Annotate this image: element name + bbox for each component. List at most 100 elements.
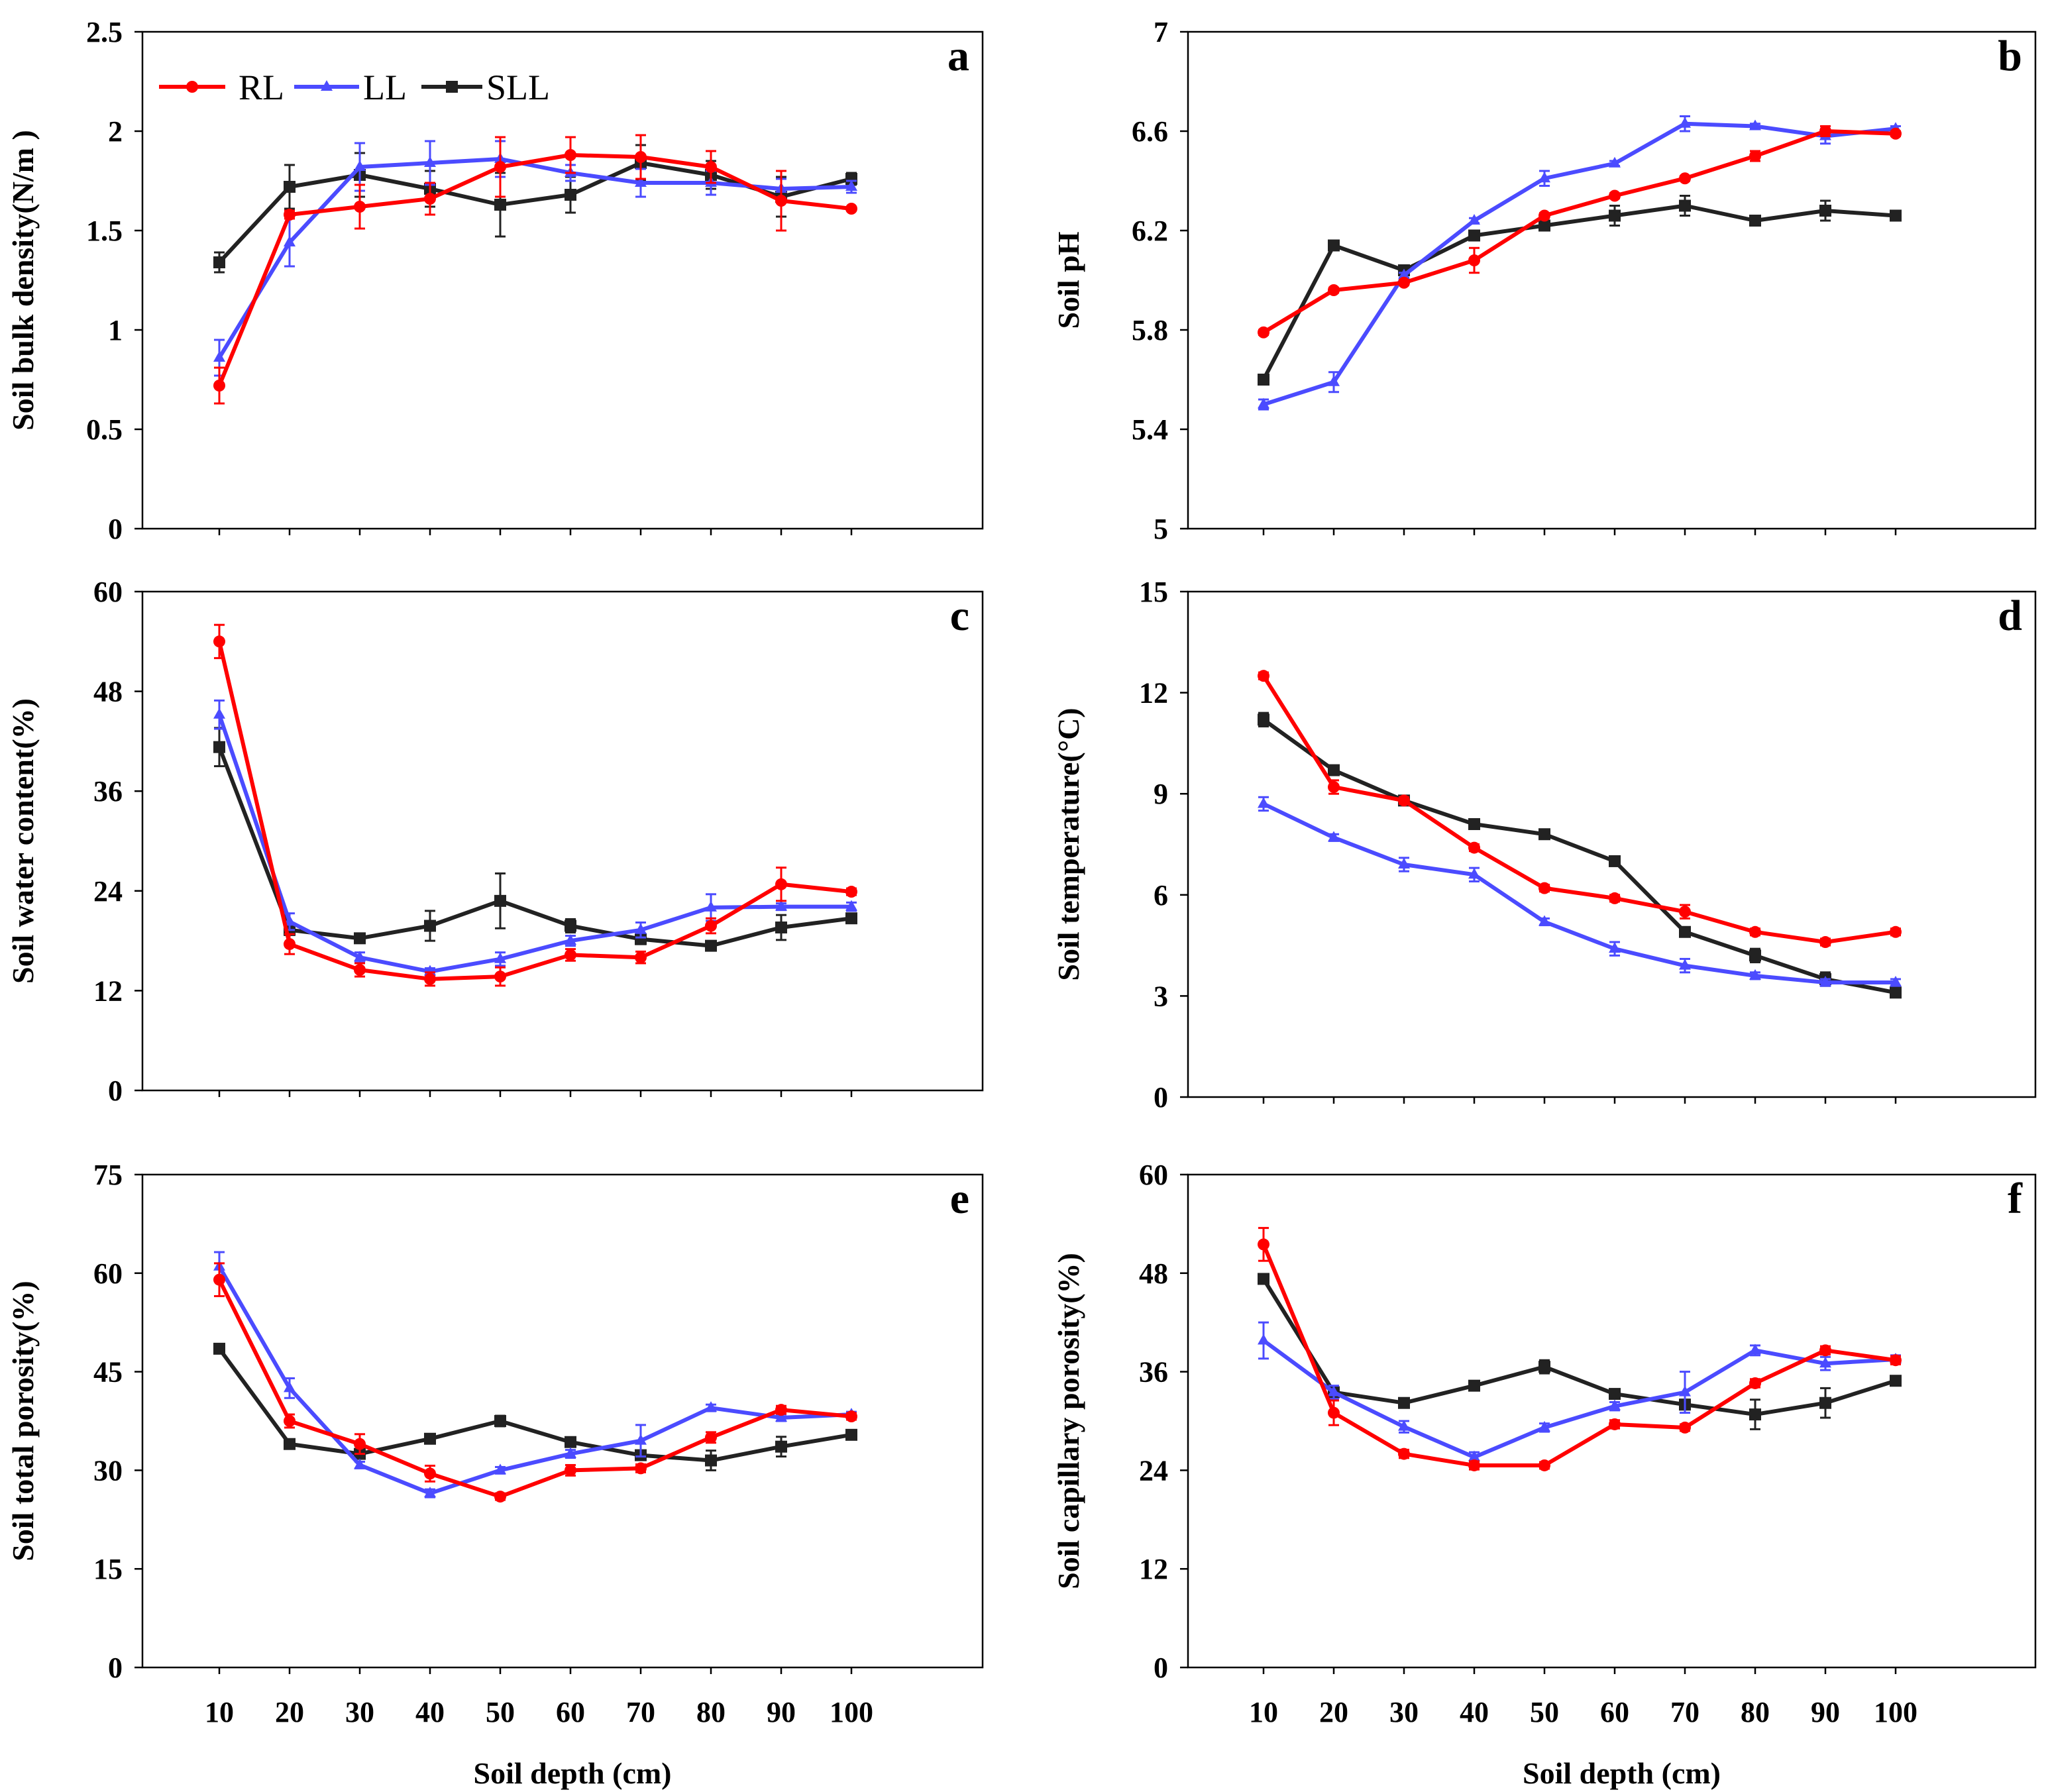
data-point <box>494 199 506 211</box>
data-point <box>1468 1450 1480 1461</box>
data-point <box>1609 209 1621 222</box>
data-point <box>1679 959 1691 970</box>
y-tick-label: 0 <box>1154 1652 1168 1684</box>
data-point <box>1679 199 1691 212</box>
x-tick-label: 20 <box>275 1696 304 1728</box>
series-line-rl <box>1262 674 1898 945</box>
data-point <box>494 1463 506 1475</box>
y-tick-label: 12 <box>1139 1553 1168 1585</box>
x-tick-label: 70 <box>1670 1696 1699 1728</box>
series-line-sll <box>217 745 853 948</box>
data-point <box>705 900 717 912</box>
series-rl <box>213 1262 857 1503</box>
y-tick-label: 0 <box>1154 1081 1168 1114</box>
data-point <box>1258 374 1269 386</box>
panel-letter: d <box>1998 592 2022 640</box>
y-tick-label: 60 <box>93 576 123 608</box>
data-point <box>775 1411 787 1422</box>
y-tick-label: 6 <box>1154 879 1168 912</box>
data-point <box>565 1464 576 1477</box>
data-point <box>1538 209 1550 222</box>
y-tick-label: 60 <box>93 1257 123 1290</box>
plot-frame <box>141 590 984 1092</box>
y-tick-label: 75 <box>93 1159 123 1191</box>
y-axis-title: Soil temperature(°C) <box>1052 708 1085 980</box>
x-tick-label: 60 <box>556 1696 585 1728</box>
data-point <box>845 1428 857 1441</box>
data-point <box>635 951 647 964</box>
panel-letter: e <box>950 1175 969 1223</box>
series-sll <box>1258 195 1902 386</box>
panel-letter: a <box>947 32 969 80</box>
series-line-ll <box>217 1264 853 1496</box>
x-tick-label: 80 <box>696 1696 726 1728</box>
y-tick-label: 2.5 <box>86 16 123 48</box>
legend: RL LL SLL <box>159 68 550 107</box>
data-point <box>354 951 366 962</box>
data-point <box>424 1432 436 1445</box>
data-point <box>1749 215 1761 227</box>
data-point <box>1258 670 1269 682</box>
data-point <box>1468 1459 1480 1471</box>
y-tick-label: 5.4 <box>1132 413 1168 446</box>
data-point <box>1538 1361 1550 1373</box>
data-point <box>1538 828 1550 841</box>
y-axis-title: Soil bulk density(N/m ) <box>6 130 40 431</box>
y-tick-label: 48 <box>93 676 123 708</box>
data-point <box>1609 1399 1621 1410</box>
data-point <box>424 193 436 205</box>
y-tick-label: 15 <box>1139 576 1168 608</box>
data-point <box>565 949 576 961</box>
x-axis-title: Soil depth (cm) <box>474 1756 672 1790</box>
series-line-sll <box>1262 1277 1898 1417</box>
data-point <box>1258 797 1269 808</box>
data-point <box>1609 1388 1621 1400</box>
data-point <box>565 934 576 945</box>
series-line-rl <box>217 153 853 388</box>
data-point <box>1468 841 1480 854</box>
data-point <box>775 900 787 911</box>
data-point <box>1609 156 1621 168</box>
y-tick-label: 7 <box>1154 16 1168 48</box>
x-tick-label: 40 <box>1460 1696 1489 1728</box>
data-point <box>1538 172 1550 183</box>
data-point <box>705 161 717 173</box>
data-point <box>1609 892 1621 904</box>
x-tick-label: 50 <box>486 1696 515 1728</box>
data-point <box>635 933 647 945</box>
data-point <box>775 878 787 890</box>
data-point <box>1468 817 1480 830</box>
data-point <box>1749 969 1761 980</box>
y-tick-label: 5 <box>1154 513 1168 545</box>
series-ll <box>1258 1321 1902 1463</box>
data-point <box>705 1454 717 1467</box>
data-point <box>1398 794 1410 807</box>
data-point <box>775 922 787 934</box>
data-point <box>775 1440 787 1453</box>
data-point <box>1398 1397 1410 1409</box>
y-tick-label: 24 <box>93 875 123 908</box>
data-point <box>1328 781 1340 794</box>
legend-marker-rl <box>186 81 198 93</box>
panel-f: 0 12 24 36 48 60 10 20 30 40 50 60 70 80 90 100 Soil cap… <box>1052 1159 2037 1790</box>
data-point <box>1819 1397 1831 1409</box>
data-point <box>1328 1385 1340 1397</box>
x-tick-label: 20 <box>1319 1696 1348 1728</box>
x-axis-title: Soil depth (cm) <box>1523 1756 1721 1790</box>
panel-b: 5 5.4 5.8 6.2 6.6 7 Soil pH b <box>1052 16 2037 545</box>
data-point <box>635 1434 647 1445</box>
y-tick-label: 0 <box>108 1652 123 1684</box>
data-point <box>845 912 857 925</box>
data-point <box>1890 1354 1902 1367</box>
panels: 0 0.5 1 1.5 2 2.5 Soil bulk density(N/m ) a 5 5.4… <box>6 16 2037 1790</box>
data-point <box>1819 936 1831 949</box>
x-tick-label: 100 <box>1874 1696 1917 1728</box>
data-point <box>1749 925 1761 938</box>
plot-frame <box>1187 30 2037 530</box>
series-rl <box>1258 670 1902 949</box>
data-point <box>845 1410 857 1423</box>
data-point <box>565 149 576 161</box>
data-point <box>705 920 717 932</box>
data-point <box>213 1342 225 1355</box>
data-point <box>1749 150 1761 162</box>
